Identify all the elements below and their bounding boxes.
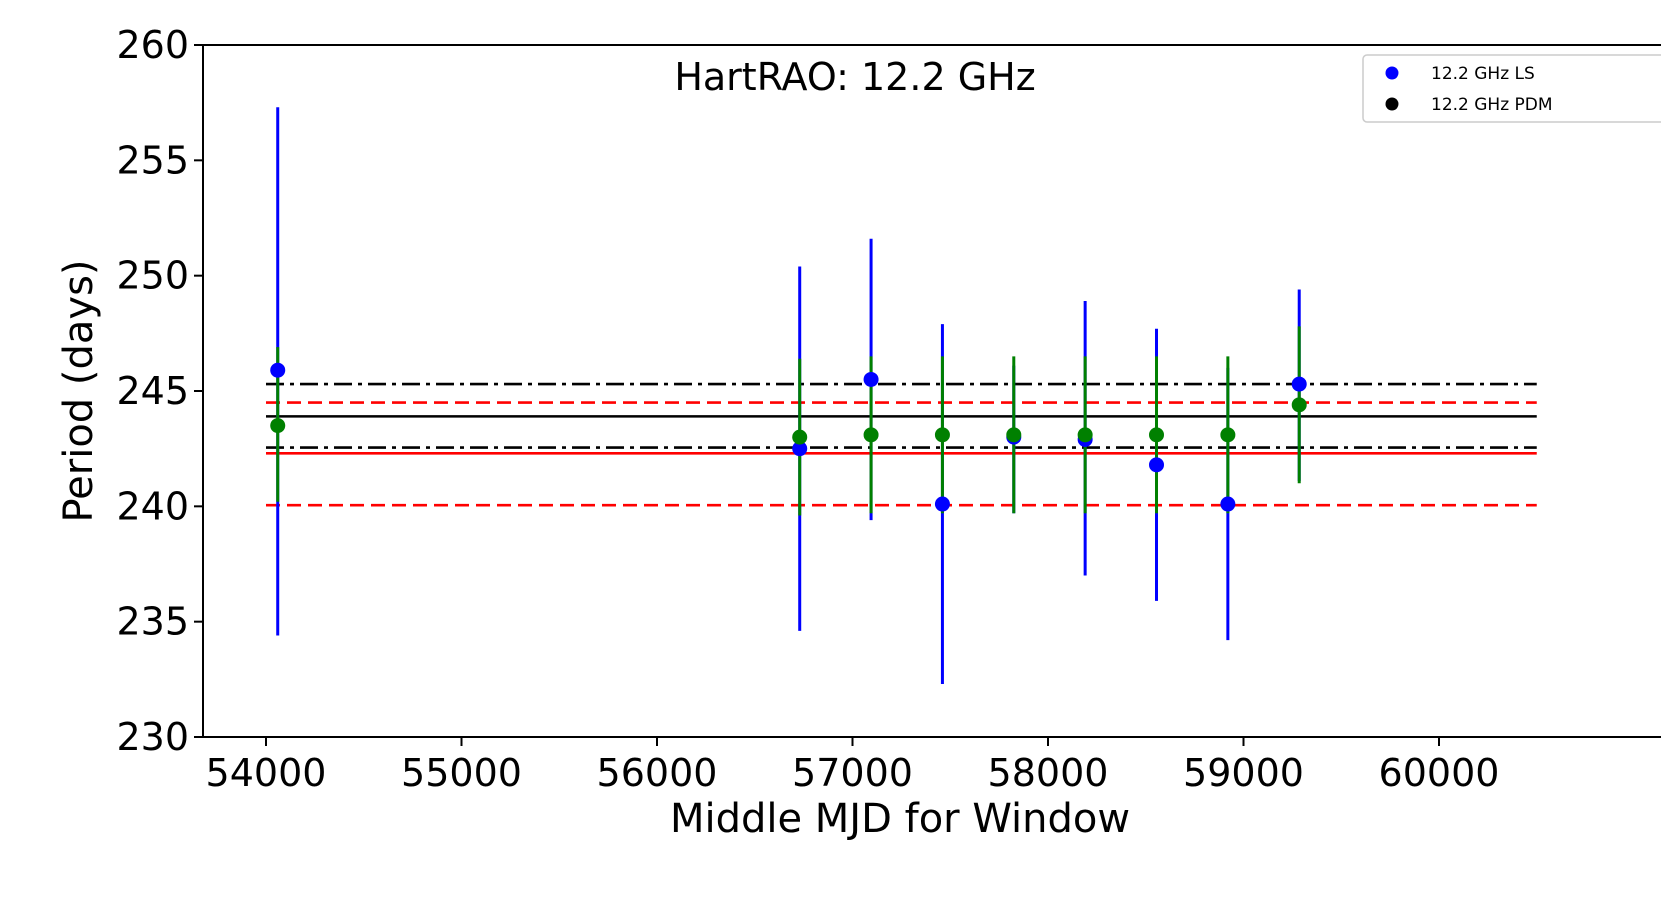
y-tick-label: 235 bbox=[116, 600, 189, 644]
y-tick-label: 245 bbox=[116, 369, 189, 413]
data-point bbox=[270, 418, 285, 433]
x-ticks: 54000 55000 56000 57000 58000 59000 60000 bbox=[206, 737, 1500, 795]
data-point bbox=[864, 372, 879, 387]
y-tick-label: 255 bbox=[116, 138, 189, 182]
axes bbox=[203, 45, 1661, 737]
data-point bbox=[1149, 457, 1164, 472]
x-tick-label: 55000 bbox=[401, 751, 522, 795]
y-tick-label: 240 bbox=[116, 484, 189, 528]
data-point bbox=[792, 430, 807, 445]
legend-marker-ls bbox=[1386, 67, 1399, 80]
y-tick-label: 230 bbox=[116, 715, 189, 759]
data-point bbox=[270, 363, 285, 378]
data-point bbox=[1220, 427, 1235, 442]
x-tick-label: 59000 bbox=[1183, 751, 1304, 795]
legend-marker-pdm bbox=[1386, 98, 1399, 111]
x-axis-label: Middle MJD for Window bbox=[670, 796, 1130, 842]
legend-label-ls: 12.2 GHz LS bbox=[1431, 64, 1535, 84]
data-point bbox=[935, 427, 950, 442]
y-tick-label: 260 bbox=[116, 23, 189, 67]
chart-title: HartRAO: 12.2 GHz bbox=[674, 55, 1035, 99]
data-point bbox=[864, 427, 879, 442]
x-tick-label: 56000 bbox=[597, 751, 718, 795]
error-bars bbox=[278, 107, 1299, 684]
data-point bbox=[1220, 497, 1235, 512]
legend: 12.2 GHz LS 12.2 GHz PDM bbox=[1363, 55, 1661, 122]
x-tick-label: 54000 bbox=[206, 751, 327, 795]
data-point bbox=[1292, 397, 1307, 412]
legend-label-pdm: 12.2 GHz PDM bbox=[1431, 95, 1553, 115]
x-tick-label: 60000 bbox=[1379, 751, 1500, 795]
y-ticks: 230 235 240 245 250 255 260 bbox=[116, 23, 203, 759]
data-point bbox=[1149, 427, 1164, 442]
data-point bbox=[935, 497, 950, 512]
data-point bbox=[1292, 377, 1307, 392]
x-tick-label: 57000 bbox=[792, 751, 913, 795]
x-tick-label: 58000 bbox=[988, 751, 1109, 795]
reference-lines bbox=[266, 384, 1537, 505]
data-point bbox=[1006, 427, 1021, 442]
data-point bbox=[1078, 427, 1093, 442]
y-tick-label: 250 bbox=[116, 254, 189, 298]
y-axis-label: Period (days) bbox=[56, 259, 102, 522]
